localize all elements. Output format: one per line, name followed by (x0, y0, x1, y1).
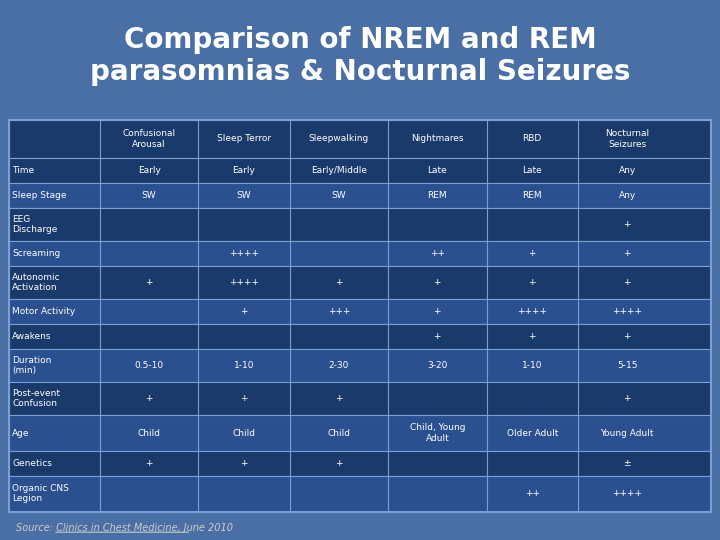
Text: +: + (336, 278, 343, 287)
Text: Child: Child (328, 429, 351, 437)
Text: +: + (528, 249, 536, 258)
Bar (9, 324, 711, 349)
Text: Autonomic
Activation: Autonomic Activation (12, 273, 60, 292)
Text: Genetics: Genetics (12, 459, 52, 468)
Text: Any: Any (618, 166, 636, 175)
Text: Nocturnal
Seizures: Nocturnal Seizures (605, 129, 649, 149)
Text: 1-10: 1-10 (234, 361, 254, 370)
Text: 1-10: 1-10 (522, 361, 542, 370)
Text: +: + (240, 459, 248, 468)
Text: +: + (624, 394, 631, 403)
Text: 3-20: 3-20 (427, 361, 448, 370)
Text: +: + (145, 278, 153, 287)
Text: Time: Time (12, 166, 35, 175)
Text: +: + (433, 332, 441, 341)
Text: Late: Late (428, 166, 447, 175)
Text: +: + (624, 332, 631, 341)
Text: Older Adult: Older Adult (506, 429, 558, 437)
Text: Young Adult: Young Adult (600, 429, 654, 437)
Text: SW: SW (332, 191, 346, 200)
Bar (9, 349, 711, 382)
Bar (9, 208, 711, 241)
Text: 0.5-10: 0.5-10 (135, 361, 163, 370)
Bar (9, 415, 711, 451)
Text: 2-30: 2-30 (329, 361, 349, 370)
Bar (9, 119, 711, 158)
Text: Sleep Terror: Sleep Terror (217, 134, 271, 144)
Text: ++: ++ (430, 249, 445, 258)
Text: Nightmares: Nightmares (411, 134, 464, 144)
Text: RBD: RBD (523, 134, 542, 144)
Text: Child, Young
Adult: Child, Young Adult (410, 423, 465, 443)
Text: Source: Clinics in Chest Medicine, June 2010: Source: Clinics in Chest Medicine, June … (16, 523, 233, 533)
Text: Child: Child (233, 429, 256, 437)
Text: +: + (336, 394, 343, 403)
Text: Late: Late (522, 166, 542, 175)
Text: Comparison of NREM and REM
parasomnias & Nocturnal Seizures: Comparison of NREM and REM parasomnias &… (90, 25, 630, 86)
Text: +: + (145, 394, 153, 403)
Bar (9, 158, 711, 183)
Text: Any: Any (618, 191, 636, 200)
Bar (9, 382, 711, 415)
Text: Duration
(min): Duration (min) (12, 356, 52, 375)
Text: +: + (240, 307, 248, 316)
Text: 5-15: 5-15 (617, 361, 637, 370)
Text: +: + (528, 332, 536, 341)
Text: +: + (433, 278, 441, 287)
Text: Confusional
Arousal: Confusional Arousal (122, 129, 176, 149)
Text: +: + (240, 394, 248, 403)
Text: Motor Activity: Motor Activity (12, 307, 76, 316)
Text: +: + (433, 307, 441, 316)
Text: +: + (624, 249, 631, 258)
Text: Age: Age (12, 429, 30, 437)
Bar (9, 299, 711, 324)
Text: REM: REM (428, 191, 447, 200)
Text: ++++: ++++ (612, 489, 642, 498)
Text: ±: ± (624, 459, 631, 468)
Text: Organic CNS
Legion: Organic CNS Legion (12, 484, 69, 503)
Text: +: + (624, 278, 631, 287)
Text: +: + (624, 220, 631, 229)
Text: Screaming: Screaming (12, 249, 60, 258)
Text: ++++: ++++ (517, 307, 547, 316)
Text: +: + (528, 278, 536, 287)
Text: +: + (336, 459, 343, 468)
Text: Sleepwalking: Sleepwalking (309, 134, 369, 144)
Text: Child: Child (138, 429, 161, 437)
Text: Post-event
Confusion: Post-event Confusion (12, 389, 60, 408)
Text: Awakens: Awakens (12, 332, 52, 341)
Text: ++: ++ (525, 489, 540, 498)
Bar (9, 183, 711, 208)
Text: EEG
Discharge: EEG Discharge (12, 215, 58, 234)
Text: REM: REM (523, 191, 542, 200)
Text: +: + (145, 459, 153, 468)
Bar (9, 451, 711, 476)
Text: ++++: ++++ (229, 278, 259, 287)
Text: ++++: ++++ (229, 249, 259, 258)
Bar (9, 241, 711, 266)
Bar (9, 266, 711, 299)
Text: Early/Middle: Early/Middle (311, 166, 367, 175)
Text: SW: SW (237, 191, 251, 200)
Text: Early: Early (138, 166, 161, 175)
Text: Sleep Stage: Sleep Stage (12, 191, 67, 200)
Text: ++++: ++++ (612, 307, 642, 316)
Text: +++: +++ (328, 307, 350, 316)
Text: Early: Early (233, 166, 256, 175)
Text: SW: SW (142, 191, 156, 200)
Bar (9, 476, 711, 512)
